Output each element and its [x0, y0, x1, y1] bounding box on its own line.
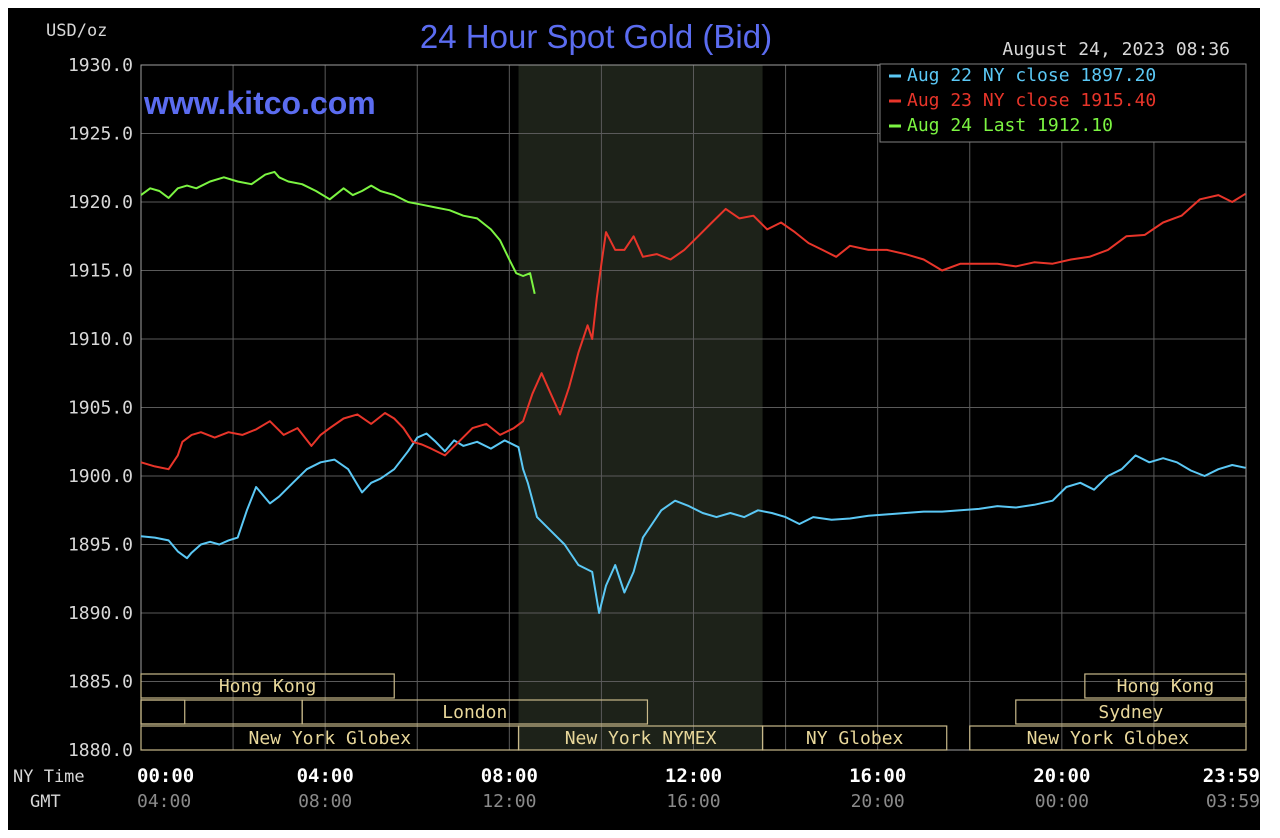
price-series — [140, 170, 1247, 614]
market-session-bar — [1084, 673, 1247, 699]
legend-box — [879, 63, 1247, 143]
gmt-label: GMT — [30, 792, 61, 812]
market-session-label: New York Globex — [1027, 728, 1190, 749]
market-session-bar — [969, 725, 1247, 751]
x-axis-ticks: 00:00 04:00 04:00 08:00 08:00 12:00 12:00 16:00… — [137, 765, 1260, 812]
y-axis-label: USD/oz — [46, 21, 107, 41]
legend-entry: Aug 24 Last 1912.10 — [907, 115, 1113, 136]
market-session-label: Sydney — [1098, 702, 1163, 723]
gold-price-chart: 1930.0 1925.0 1920.0 1915.0 1910.0 1905.0 1900… — [8, 8, 1260, 830]
market-session-label: Hong Kong — [219, 676, 317, 697]
x-tick-label-gmt: 12:00 — [482, 791, 536, 812]
market-session-bar — [761, 725, 948, 751]
market-session-bar — [140, 673, 395, 699]
legend: Aug 22 NY close 1897.20 Aug 23 NY close 1… — [879, 63, 1247, 143]
series-line-aug-24 — [140, 170, 536, 295]
market-session-bar — [1015, 699, 1247, 725]
x-tick-label-gmt: 00:00 — [1035, 791, 1089, 812]
watermark: www.kitco.com — [143, 85, 376, 121]
market-session-label: Hong Kong — [1117, 676, 1215, 697]
y-tick-label: 1905.0 — [68, 398, 133, 419]
x-tick-label-gmt: 03:59 — [1206, 791, 1260, 812]
series-line-aug-22 — [140, 432, 1246, 614]
x-tick-label-ny: 23:59 — [1203, 765, 1260, 787]
y-tick-label: 1900.0 — [68, 466, 133, 487]
x-tick-label-ny: 12:00 — [665, 765, 722, 787]
chart-title: 24 Hour Spot Gold (Bid) — [420, 18, 772, 55]
chart-frame: 1930.0 1925.0 1920.0 1915.0 1910.0 1905.0 1900… — [8, 8, 1260, 830]
x-tick-label-ny: 16:00 — [849, 765, 906, 787]
market-session-label: NY Globex — [806, 728, 904, 749]
x-tick-label-gmt: 08:00 — [298, 791, 352, 812]
market-session-label: London — [442, 702, 507, 723]
x-tick-label-gmt: 16:00 — [666, 791, 720, 812]
market-session-label: New York Globex — [248, 728, 411, 749]
x-tick-label-gmt: 20:00 — [851, 791, 905, 812]
y-tick-label: 1920.0 — [68, 192, 133, 213]
y-tick-label: 1915.0 — [68, 261, 133, 282]
y-axis-ticks: 1930.0 1925.0 1920.0 1915.0 1910.0 1905.0 1900… — [68, 55, 133, 761]
x-tick-label-ny: 20:00 — [1033, 765, 1090, 787]
legend-entry: Aug 22 NY close 1897.20 — [907, 65, 1156, 86]
x-tick-label-ny: 04:00 — [297, 765, 354, 787]
y-tick-label: 1880.0 — [68, 740, 133, 761]
gridlines — [141, 65, 1246, 750]
x-tick-label-ny: 00:00 — [137, 765, 194, 787]
y-tick-label: 1895.0 — [68, 535, 133, 556]
y-tick-label: 1930.0 — [68, 55, 133, 76]
market-session-bar — [140, 699, 303, 725]
y-tick-label: 1885.0 — [68, 672, 133, 693]
chart-date: August 24, 2023 08:36 — [1002, 39, 1230, 60]
ny-time-label: NY Time — [13, 767, 85, 787]
y-tick-label: 1925.0 — [68, 124, 133, 145]
y-tick-label: 1910.0 — [68, 329, 133, 350]
legend-entry: Aug 23 NY close 1915.40 — [907, 90, 1156, 111]
x-tick-label-gmt: 04:00 — [137, 791, 191, 812]
series-line-aug-23 — [140, 192, 1247, 471]
market-session-label: New York NYMEX — [565, 728, 717, 749]
market-sessions: Hong Kong Hong Kong London Sydney New York G… — [140, 673, 1247, 751]
y-tick-label: 1890.0 — [68, 603, 133, 624]
x-tick-label-ny: 08:00 — [481, 765, 538, 787]
